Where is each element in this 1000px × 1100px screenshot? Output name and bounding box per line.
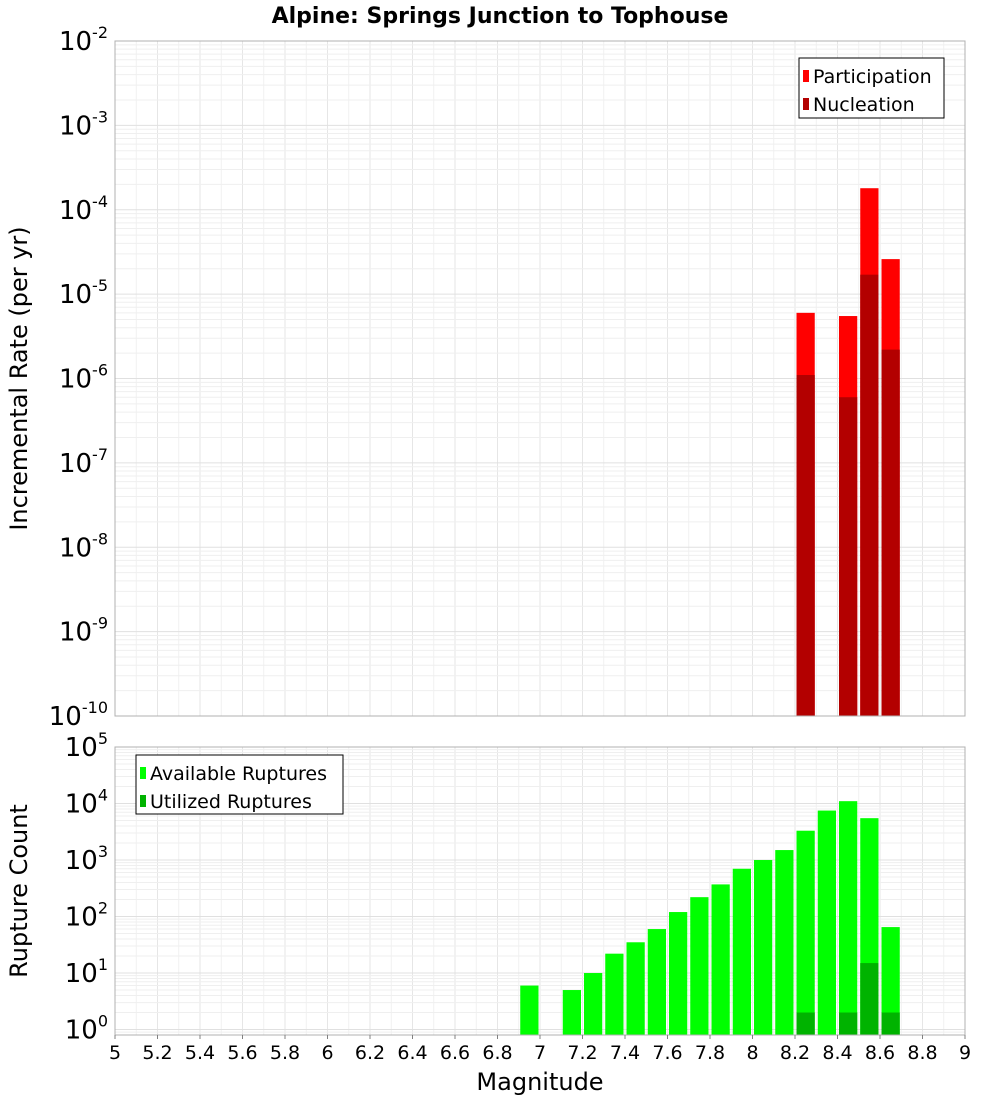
bar-utilized-ruptures [881, 1012, 900, 1035]
legend-entry: Available Ruptures [150, 763, 327, 785]
x-tick-label: 8.6 [865, 1042, 895, 1064]
bar-nucleation [796, 375, 815, 716]
x-tick-label: 8.4 [822, 1042, 852, 1064]
legend-swatch [803, 70, 809, 82]
x-tick-label: 7.2 [567, 1042, 597, 1064]
x-tick-label: 5.8 [270, 1042, 300, 1064]
x-tick-label: 6.8 [482, 1042, 512, 1064]
legend-box [798, 57, 945, 119]
y-tick-label: 101 [65, 955, 108, 989]
y-tick-label: 104 [65, 786, 108, 820]
legend-swatch [140, 795, 146, 807]
legend-swatch [140, 767, 146, 779]
x-tick-label: 6 [321, 1042, 333, 1064]
bar-utilized-ruptures [860, 963, 879, 1035]
y-tick-label: 105 [65, 729, 108, 763]
x-tick-label: 7.6 [652, 1042, 682, 1064]
y-tick-label: 10-8 [59, 529, 108, 563]
bar-available-ruptures [562, 990, 581, 1035]
y-tick-label: 10-9 [59, 614, 108, 648]
bar-available-ruptures [839, 801, 858, 1035]
y-tick-label: 10-6 [59, 361, 108, 395]
bar-available-ruptures [626, 942, 645, 1035]
bar-available-ruptures [711, 884, 730, 1035]
bar-available-ruptures [669, 912, 688, 1035]
y-axis-label: Rupture Count [5, 804, 33, 978]
y-tick-label: 10-4 [59, 192, 108, 226]
bar-nucleation [860, 274, 879, 716]
y-tick-label: 10-7 [59, 445, 108, 479]
legend-entry: Nucleation [813, 94, 915, 116]
bar-available-ruptures [605, 953, 624, 1035]
legend-box [135, 754, 344, 815]
x-tick-label: 5 [109, 1042, 121, 1064]
rupture-count-panel: 100 101 102 103 104 105 Rupture Count 5 5.2 5.4 5.… [5, 729, 971, 1064]
y-tick-label: 10-2 [59, 23, 108, 57]
x-tick-label: 7 [534, 1042, 546, 1064]
x-tick-label: 6.2 [355, 1042, 385, 1064]
x-tick-label: 5.2 [142, 1042, 172, 1064]
plot-frame [114, 40, 966, 717]
x-tick-label: 9 [959, 1042, 971, 1064]
bar-available-ruptures [732, 868, 751, 1035]
x-tick-label: 6.4 [397, 1042, 427, 1064]
y-axis-label: Incremental Rate (per yr) [5, 226, 33, 530]
x-tick-label: 7.8 [695, 1042, 725, 1064]
legend-swatch [803, 98, 809, 110]
y-tick-label: 10-5 [59, 276, 108, 310]
x-tick-label: 8 [746, 1042, 758, 1064]
x-axis-label: Magnitude [476, 1068, 603, 1096]
y-tick-label: 102 [65, 899, 108, 933]
x-tick-label: 7.4 [610, 1042, 640, 1064]
y-tick-label: 10-10 [49, 698, 108, 732]
bar-available-ruptures [520, 985, 539, 1035]
x-tick-label: 8.8 [907, 1042, 937, 1064]
bar-available-ruptures [584, 973, 603, 1035]
bar-available-ruptures [775, 850, 794, 1035]
y-tick-label: 10-3 [59, 107, 108, 141]
bar-utilized-ruptures [796, 1012, 815, 1035]
x-tick-label: 6.6 [440, 1042, 470, 1064]
bar-available-ruptures [754, 860, 773, 1035]
x-tick-label: 5.4 [185, 1042, 215, 1064]
chart-title: Alpine: Springs Junction to Tophouse [272, 4, 729, 29]
legend: Participation Nucleation [798, 57, 945, 119]
y-tick-label: 100 [65, 1012, 108, 1046]
bar-available-ruptures [796, 830, 815, 1035]
rate-panel: 10-10 10-9 10-8 10-7 10-6 10-5 10-4 10-3 10-2 Inc… [5, 23, 966, 732]
legend-entry: Participation [813, 66, 932, 88]
bar-available-ruptures [690, 897, 709, 1035]
y-tick-label: 103 [65, 842, 108, 876]
bar-available-ruptures [817, 810, 836, 1035]
legend-entry: Utilized Ruptures [150, 791, 312, 813]
legend: Available Ruptures Utilized Ruptures [135, 754, 344, 815]
bar-nucleation [839, 397, 858, 716]
x-tick-label: 5.6 [227, 1042, 257, 1064]
bar-utilized-ruptures [839, 1012, 858, 1035]
bar-available-ruptures [881, 927, 900, 1035]
bar-available-ruptures [647, 929, 666, 1035]
bar-nucleation [881, 349, 900, 716]
x-tick-label: 8.2 [780, 1042, 810, 1064]
